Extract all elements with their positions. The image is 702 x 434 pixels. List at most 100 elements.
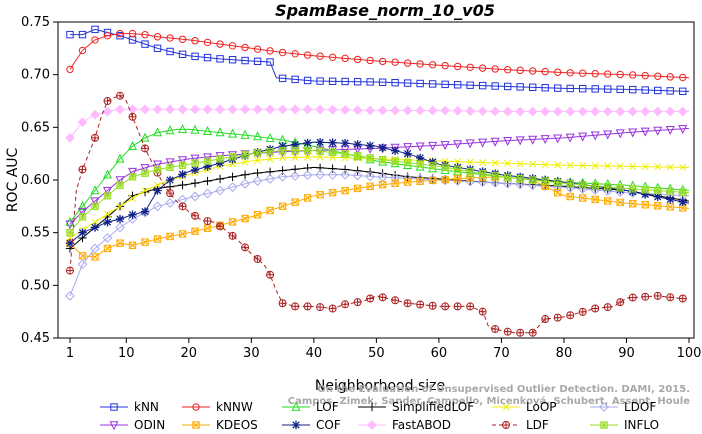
legend-label: KDEOS (216, 418, 258, 432)
legend-label: kNNW (216, 400, 253, 414)
series-knnw (66, 29, 690, 82)
data-point (566, 161, 574, 169)
data-point (466, 63, 474, 71)
data-point (316, 191, 324, 199)
data-point (641, 292, 650, 301)
data-point (266, 58, 274, 66)
data-point (465, 139, 475, 149)
data-point (278, 146, 287, 155)
data-point (290, 171, 300, 181)
data-point (228, 172, 237, 182)
data-point (91, 202, 99, 211)
data-point (103, 31, 112, 40)
data-point (428, 61, 437, 69)
data-point (378, 293, 387, 302)
data-point (290, 140, 300, 149)
data-point (678, 197, 687, 207)
data-point (353, 184, 362, 193)
data-point (253, 45, 262, 53)
data-point (540, 106, 551, 117)
axis-ticks: 1 10 20 30 40 50 60 70 80 90 100 0.45 0.50 0.55 0.60 0.… (21, 15, 701, 361)
data-point (141, 40, 149, 48)
data-point (190, 104, 200, 115)
data-point (315, 138, 325, 147)
data-point (66, 266, 74, 275)
data-point (265, 104, 275, 115)
data-point (78, 165, 87, 174)
legend-label: kNN (134, 400, 159, 414)
data-point (528, 67, 537, 75)
data-point (427, 105, 438, 116)
data-point (616, 162, 624, 170)
data-point (215, 174, 225, 184)
data-point (616, 70, 624, 79)
data-point (553, 188, 562, 197)
data-point (141, 238, 149, 246)
data-point (116, 29, 124, 38)
data-point (166, 163, 174, 172)
data-point (328, 53, 337, 61)
data-point (77, 201, 88, 211)
data-point (491, 325, 500, 334)
data-point (203, 38, 212, 47)
data-point (378, 180, 387, 189)
data-point (65, 220, 75, 230)
x-tick-label: 10 (118, 346, 135, 361)
data-point (216, 222, 225, 231)
data-point (377, 105, 388, 116)
data-point (365, 141, 375, 150)
legend-label: LoOP (526, 400, 557, 414)
data-point (503, 137, 513, 147)
series-cof (65, 138, 690, 248)
data-point (240, 129, 250, 139)
data-point (216, 155, 224, 163)
data-point (490, 177, 501, 188)
data-point (653, 126, 663, 136)
data-point (128, 167, 138, 177)
data-point (491, 82, 499, 90)
data-point (453, 175, 462, 183)
data-point (252, 176, 263, 186)
data-point (453, 302, 462, 311)
data-point (340, 169, 351, 180)
legend-marker (367, 420, 377, 430)
data-point (403, 79, 412, 87)
data-point (654, 86, 662, 95)
x-tick-label: 70 (493, 346, 510, 361)
data-point (352, 170, 363, 181)
data-point (128, 29, 137, 38)
x-tick-label: 90 (618, 346, 635, 361)
data-point (466, 302, 475, 311)
data-point (128, 140, 138, 150)
data-point (128, 112, 137, 121)
legend-item-knn: kNN (100, 400, 159, 414)
data-point (228, 153, 237, 161)
data-point (465, 167, 475, 177)
data-point (78, 46, 87, 55)
legend-marker (599, 402, 609, 412)
data-point (203, 157, 212, 165)
data-point (178, 156, 188, 166)
data-point (153, 127, 163, 137)
data-point (365, 105, 376, 116)
data-point (152, 104, 163, 115)
data-point (203, 53, 212, 62)
data-point (341, 186, 349, 195)
data-point (590, 106, 601, 117)
data-point (366, 56, 374, 65)
data-point (178, 124, 188, 134)
y-tick-label: 0.65 (21, 120, 50, 135)
data-point (291, 50, 299, 58)
data-point (140, 164, 150, 174)
data-point (166, 189, 175, 198)
data-point (316, 147, 324, 155)
data-point (191, 52, 199, 61)
data-point (253, 149, 262, 157)
data-point (452, 105, 463, 116)
data-point (591, 69, 599, 78)
data-point (679, 188, 687, 196)
data-point (541, 177, 549, 185)
data-point (679, 73, 687, 82)
data-point (653, 291, 662, 300)
data-point (103, 186, 113, 196)
